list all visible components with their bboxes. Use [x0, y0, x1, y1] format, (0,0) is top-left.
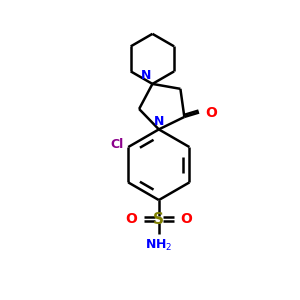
- Text: O: O: [206, 106, 218, 119]
- Text: N: N: [141, 69, 151, 82]
- Text: NH$_2$: NH$_2$: [145, 238, 172, 253]
- Text: O: O: [180, 212, 192, 226]
- Text: Cl: Cl: [111, 138, 124, 151]
- Text: S: S: [153, 212, 164, 227]
- Text: N: N: [154, 115, 164, 128]
- Text: O: O: [125, 212, 137, 226]
